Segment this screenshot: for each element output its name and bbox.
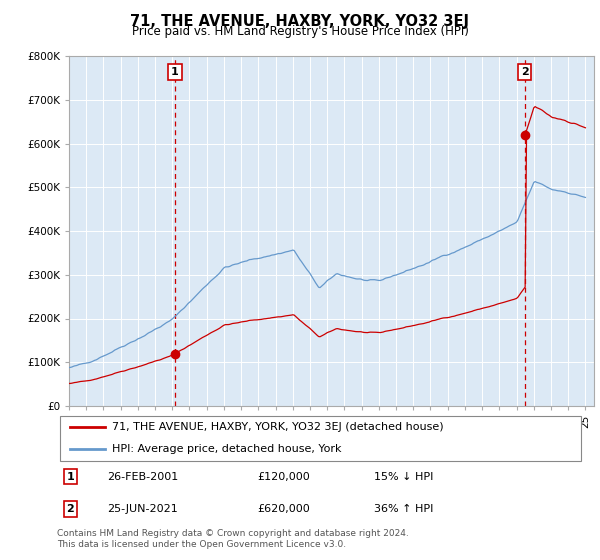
Text: £120,000: £120,000 [257,472,310,482]
Text: 15% ↓ HPI: 15% ↓ HPI [374,472,433,482]
Text: 25-JUN-2021: 25-JUN-2021 [107,504,178,514]
Text: HPI: Average price, detached house, York: HPI: Average price, detached house, York [112,444,342,454]
FancyBboxPatch shape [59,416,581,460]
Text: £620,000: £620,000 [257,504,310,514]
Text: 2: 2 [67,504,74,514]
Text: 71, THE AVENUE, HAXBY, YORK, YO32 3EJ (detached house): 71, THE AVENUE, HAXBY, YORK, YO32 3EJ (d… [112,422,444,432]
Text: 71, THE AVENUE, HAXBY, YORK, YO32 3EJ: 71, THE AVENUE, HAXBY, YORK, YO32 3EJ [131,14,470,29]
Text: Contains HM Land Registry data © Crown copyright and database right 2024.
This d: Contains HM Land Registry data © Crown c… [57,529,409,549]
Text: 36% ↑ HPI: 36% ↑ HPI [374,504,433,514]
Text: 1: 1 [171,67,179,77]
Text: 2: 2 [521,67,529,77]
Text: 26-FEB-2001: 26-FEB-2001 [107,472,178,482]
Text: Price paid vs. HM Land Registry's House Price Index (HPI): Price paid vs. HM Land Registry's House … [131,25,469,38]
Text: 1: 1 [67,472,74,482]
